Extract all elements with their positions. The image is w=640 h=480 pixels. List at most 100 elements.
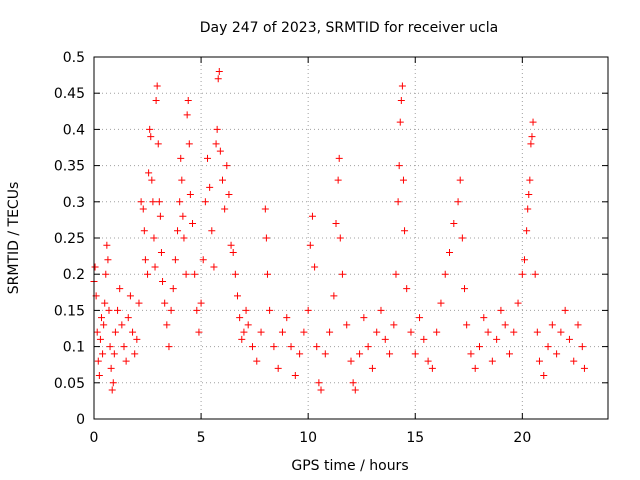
data-point bbox=[356, 350, 364, 358]
data-point bbox=[227, 241, 235, 249]
data-point bbox=[308, 212, 316, 220]
y-tick-label: 0.2 bbox=[63, 267, 85, 283]
data-point bbox=[553, 350, 561, 358]
data-point bbox=[266, 306, 274, 314]
data-point bbox=[195, 328, 203, 336]
data-point bbox=[129, 328, 137, 336]
data-point bbox=[253, 357, 261, 365]
data-point bbox=[159, 277, 167, 285]
data-point bbox=[548, 321, 556, 329]
data-point bbox=[213, 125, 221, 133]
data-point bbox=[97, 314, 105, 322]
data-point bbox=[154, 140, 162, 148]
data-point bbox=[214, 75, 222, 83]
data-point bbox=[544, 343, 552, 351]
data-point bbox=[535, 357, 543, 365]
data-point bbox=[401, 227, 409, 235]
data-point bbox=[420, 335, 428, 343]
data-point bbox=[152, 96, 160, 104]
data-point bbox=[244, 321, 252, 329]
data-point bbox=[397, 96, 405, 104]
data-point bbox=[525, 191, 533, 199]
data-point bbox=[300, 328, 308, 336]
data-point bbox=[528, 133, 536, 141]
data-point bbox=[533, 328, 541, 336]
data-point bbox=[199, 256, 207, 264]
data-point bbox=[411, 350, 419, 358]
data-point bbox=[135, 299, 143, 307]
data-point bbox=[497, 306, 505, 314]
data-point bbox=[174, 227, 182, 235]
x-tick-label: 20 bbox=[513, 430, 531, 446]
data-point bbox=[529, 118, 537, 126]
data-point bbox=[313, 343, 321, 351]
grid bbox=[94, 57, 608, 419]
data-point bbox=[488, 357, 496, 365]
data-point bbox=[424, 357, 432, 365]
data-point bbox=[186, 191, 194, 199]
data-point bbox=[578, 343, 586, 351]
data-point bbox=[124, 314, 132, 322]
data-point bbox=[270, 343, 278, 351]
x-axis-label: GPS time / hours bbox=[291, 458, 408, 474]
data-point bbox=[193, 306, 201, 314]
data-point bbox=[248, 343, 256, 351]
data-point bbox=[461, 285, 469, 293]
data-point bbox=[343, 321, 351, 329]
data-point bbox=[399, 176, 407, 184]
data-point bbox=[278, 328, 286, 336]
y-axis-label: SRMTID / TECUs bbox=[6, 182, 22, 295]
y-tick-label: 0.35 bbox=[54, 159, 85, 175]
data-point bbox=[114, 306, 122, 314]
data-point bbox=[157, 248, 165, 256]
data-point bbox=[527, 140, 535, 148]
data-point bbox=[526, 176, 534, 184]
data-point bbox=[155, 198, 163, 206]
data-point bbox=[171, 256, 179, 264]
data-point bbox=[493, 335, 501, 343]
data-point bbox=[514, 299, 522, 307]
data-point bbox=[185, 140, 193, 148]
data-point bbox=[433, 328, 441, 336]
data-points bbox=[90, 67, 588, 394]
y-tick-label: 0.05 bbox=[54, 376, 85, 392]
data-point bbox=[390, 321, 398, 329]
data-point bbox=[189, 220, 197, 228]
data-point bbox=[216, 147, 224, 155]
data-point bbox=[236, 314, 244, 322]
data-point bbox=[336, 234, 344, 242]
data-point bbox=[335, 154, 343, 162]
data-point bbox=[523, 227, 531, 235]
data-point bbox=[177, 154, 185, 162]
data-point bbox=[326, 328, 334, 336]
data-point bbox=[403, 285, 411, 293]
data-point bbox=[349, 379, 357, 387]
data-point bbox=[219, 176, 226, 184]
data-point bbox=[137, 198, 145, 206]
data-point bbox=[148, 176, 156, 184]
x-tick-label: 5 bbox=[197, 430, 206, 446]
data-point bbox=[99, 350, 107, 358]
data-point bbox=[416, 314, 424, 322]
data-point bbox=[122, 357, 130, 365]
ticks: 0 0.05 0.1 0.15 0.2 0.25 0.3 0.35 0.4 0.45 0.5 0 5 10… bbox=[54, 50, 608, 446]
data-point bbox=[574, 321, 582, 329]
data-point bbox=[304, 306, 312, 314]
y-tick-label: 0 bbox=[76, 412, 85, 428]
data-point bbox=[139, 205, 147, 213]
x-tick-label: 10 bbox=[299, 430, 317, 446]
data-point bbox=[120, 343, 128, 351]
x-tick-label: 15 bbox=[406, 430, 424, 446]
data-point bbox=[306, 241, 314, 249]
data-point bbox=[261, 205, 269, 213]
data-point bbox=[480, 314, 488, 322]
data-point bbox=[557, 328, 565, 336]
data-point bbox=[184, 96, 192, 104]
data-point bbox=[210, 263, 218, 271]
data-point bbox=[111, 328, 119, 336]
data-point bbox=[208, 227, 216, 235]
data-point bbox=[106, 343, 114, 351]
data-point bbox=[126, 292, 134, 300]
